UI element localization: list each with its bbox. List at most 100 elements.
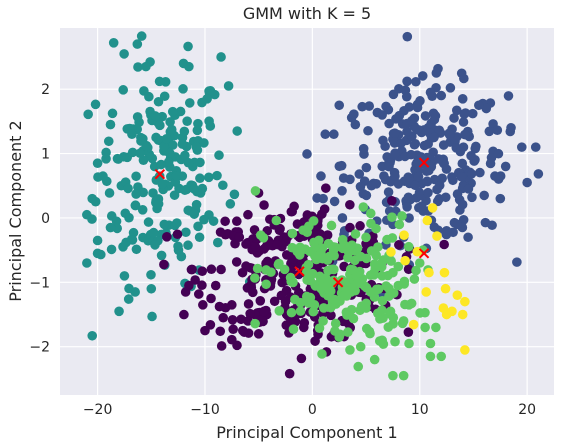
data-point xyxy=(101,147,111,158)
data-point xyxy=(167,140,178,150)
data-point xyxy=(388,89,399,100)
data-point xyxy=(108,38,119,48)
data-point xyxy=(363,125,373,136)
data-point xyxy=(295,242,305,253)
data-point xyxy=(228,324,238,335)
data-point xyxy=(107,108,118,119)
data-point xyxy=(92,235,103,246)
data-point xyxy=(216,341,227,351)
data-point xyxy=(410,138,421,149)
data-point xyxy=(316,171,326,181)
data-point xyxy=(361,190,372,201)
data-point xyxy=(245,308,255,319)
data-point xyxy=(167,106,178,117)
data-point xyxy=(334,161,345,172)
data-point xyxy=(195,173,205,184)
data-point xyxy=(261,279,271,290)
data-point xyxy=(412,246,423,257)
data-point xyxy=(183,157,194,168)
data-point xyxy=(262,256,273,267)
data-point xyxy=(402,202,412,212)
centroid-marker xyxy=(154,168,166,180)
data-point xyxy=(165,117,175,127)
data-point xyxy=(422,176,432,187)
data-point xyxy=(286,307,297,318)
data-point xyxy=(318,316,328,326)
data-point xyxy=(280,296,291,307)
data-point xyxy=(393,179,404,189)
data-point xyxy=(179,126,190,137)
data-point xyxy=(406,149,416,160)
data-point xyxy=(420,111,431,121)
data-point xyxy=(343,252,353,263)
data-point xyxy=(199,214,209,225)
data-point xyxy=(272,239,283,250)
data-point xyxy=(119,49,129,59)
data-point xyxy=(412,157,423,168)
data-point xyxy=(250,186,261,196)
data-point xyxy=(163,157,174,167)
data-point xyxy=(467,192,477,203)
data-point xyxy=(436,351,447,362)
data-point xyxy=(255,230,266,240)
data-point xyxy=(326,220,337,231)
data-point xyxy=(329,264,339,275)
data-point xyxy=(225,199,236,209)
data-point xyxy=(490,171,500,181)
data-point xyxy=(457,199,468,210)
data-point xyxy=(92,158,103,169)
data-point xyxy=(416,201,427,211)
data-point xyxy=(350,119,361,130)
data-point xyxy=(203,172,214,183)
x-tick-label: 0 xyxy=(308,402,317,418)
data-point xyxy=(104,188,115,198)
data-point xyxy=(447,306,457,317)
data-point xyxy=(358,202,369,212)
data-point xyxy=(123,294,134,304)
data-point xyxy=(421,166,432,177)
data-point xyxy=(295,306,306,316)
data-point xyxy=(274,225,285,236)
y-axis-label: Principal Component 2 xyxy=(6,120,25,301)
data-point xyxy=(173,241,183,252)
data-point xyxy=(130,200,141,211)
data-point xyxy=(250,273,260,283)
data-point xyxy=(369,268,379,278)
data-point xyxy=(343,327,353,337)
data-point xyxy=(189,209,200,219)
data-point xyxy=(191,142,202,152)
data-point xyxy=(354,169,365,179)
data-point xyxy=(309,300,320,310)
data-point xyxy=(90,99,101,110)
data-point xyxy=(381,101,391,112)
data-point xyxy=(138,134,148,144)
data-point xyxy=(429,132,439,143)
data-point xyxy=(503,91,514,101)
data-point xyxy=(182,116,192,126)
data-point xyxy=(250,318,260,329)
data-point xyxy=(402,31,413,42)
data-point xyxy=(400,255,410,266)
data-point xyxy=(308,216,319,226)
data-point xyxy=(237,267,248,278)
centroid-marker xyxy=(294,266,305,277)
data-point xyxy=(133,62,143,72)
data-point xyxy=(466,169,477,179)
data-point xyxy=(439,267,450,278)
data-point xyxy=(484,126,495,137)
data-point xyxy=(441,226,452,236)
data-point xyxy=(241,239,251,249)
data-point xyxy=(436,90,447,101)
data-point xyxy=(377,271,387,281)
data-point xyxy=(434,125,445,136)
data-point xyxy=(388,267,398,278)
data-point xyxy=(424,267,434,278)
data-point xyxy=(132,39,143,49)
data-point xyxy=(404,300,414,310)
data-point xyxy=(457,158,468,169)
data-point xyxy=(121,237,131,248)
data-point xyxy=(194,232,205,243)
data-point xyxy=(162,232,172,242)
data-point xyxy=(463,184,474,194)
data-point xyxy=(232,126,242,136)
